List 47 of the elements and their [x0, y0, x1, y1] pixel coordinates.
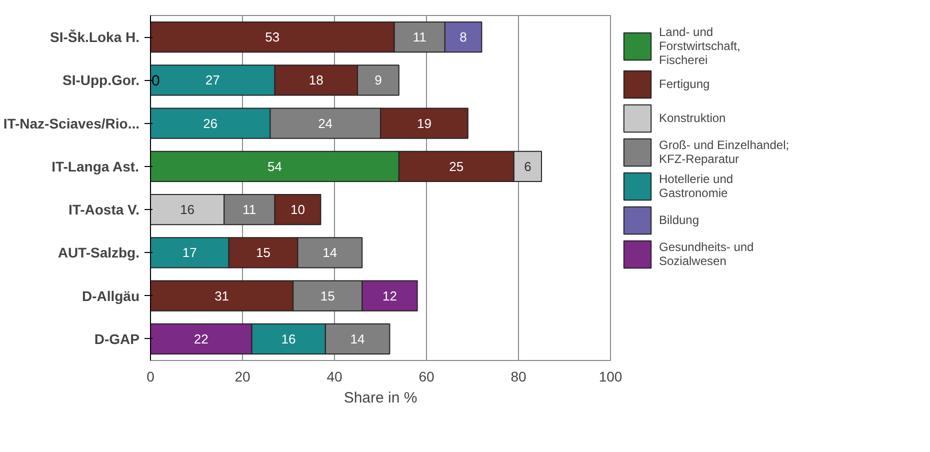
data-label: 27 [205, 72, 220, 88]
data-label: 11 [412, 30, 426, 45]
legend-label: Land- und Forstwirtschaft, Fischerei [659, 25, 740, 67]
data-label: 12 [382, 288, 397, 304]
x-tick-label: 60 [418, 368, 434, 384]
y-tick-label: SI-Šk.Loka H. [50, 29, 140, 46]
legend-label: Fertigung [659, 77, 710, 91]
data-label: 19 [416, 116, 432, 131]
data-label: 6 [524, 158, 532, 174]
data-label: 14 [350, 331, 365, 346]
data-label: 22 [194, 331, 208, 346]
x-tick-label: 20 [234, 368, 250, 384]
data-label: 9 [374, 72, 382, 88]
annotation: 0 [152, 72, 160, 90]
x-axis-title: Share in % [344, 390, 418, 406]
y-tick-label: IT-Aosta V. [68, 202, 140, 218]
data-label: 26 [203, 116, 218, 131]
data-label: 31 [214, 288, 230, 304]
legend-label: Bildung [659, 213, 700, 227]
x-tick-label: 0 [146, 368, 155, 384]
y-tick-label: D-GAP [94, 330, 140, 347]
legend-label: Groß- und Einzelhandel; KFZ-Reparatur [659, 138, 790, 166]
data-label: 18 [308, 72, 324, 88]
y-tick-label: AUT-Salzbg. [58, 244, 140, 261]
x-tick-label: 80 [510, 368, 526, 384]
x-tick-label: 100 [598, 368, 622, 384]
data-label: 17 [182, 245, 197, 260]
data-label: 10 [290, 202, 305, 218]
data-label: 15 [256, 245, 270, 260]
y-tick-label: IT-Naz-Sciaves/Rio... [3, 115, 140, 132]
data-label: 24 [318, 116, 333, 131]
data-label: 14 [322, 245, 338, 260]
legend-label: Hotellerie und Gastronomie [659, 172, 734, 200]
x-tick-label: 40 [326, 368, 342, 384]
data-label: 15 [320, 288, 335, 304]
data-label: 53 [265, 30, 280, 45]
data-label: 16 [180, 202, 195, 218]
data-label: 16 [281, 331, 296, 346]
data-label: 25 [449, 158, 464, 174]
legend-label: Konstruktion [659, 111, 726, 125]
legend-label: Gesundheits- und Sozialwesen [659, 240, 754, 268]
data-label: 54 [267, 158, 282, 174]
data-label: 8 [460, 30, 467, 45]
y-tick-label: D-Allgäu [82, 288, 140, 304]
y-tick-label: SI-Upp.Gor. [62, 72, 140, 88]
y-tick-label: IT-Langa Ast. [52, 158, 139, 174]
data-label: 11 [242, 202, 256, 218]
